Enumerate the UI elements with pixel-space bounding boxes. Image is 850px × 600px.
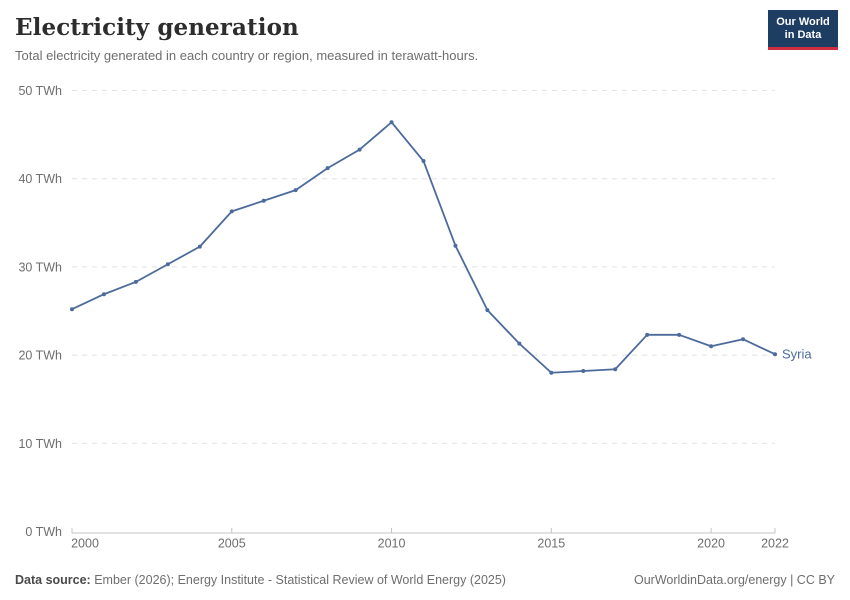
data-point bbox=[165, 262, 170, 267]
x-axis-tick-label: 2020 bbox=[697, 537, 725, 551]
data-point bbox=[325, 166, 330, 171]
data-source[interactable]: Data source: Ember (2026); Energy Instit… bbox=[15, 573, 506, 587]
x-axis-tick-label: 2015 bbox=[537, 537, 565, 551]
data-point bbox=[549, 370, 554, 375]
data-point bbox=[101, 292, 106, 297]
series-label: Syria bbox=[782, 347, 812, 362]
credit-link[interactable]: OurWorldinData.org/energy | CC BY bbox=[633, 573, 835, 587]
data-point bbox=[773, 352, 777, 357]
data-point bbox=[357, 147, 362, 152]
data-point bbox=[741, 337, 746, 342]
chart-subtitle: Total electricity generated in each coun… bbox=[15, 48, 479, 63]
x-axis-tick-label: 2005 bbox=[218, 537, 246, 551]
owid-logo[interactable]: Our World in Data bbox=[768, 10, 838, 51]
data-point bbox=[581, 368, 586, 373]
data-point bbox=[261, 198, 266, 203]
owid-logo-line1: Our World bbox=[776, 16, 830, 28]
data-point bbox=[133, 279, 138, 284]
y-axis-tick-label: 40 TWh bbox=[18, 172, 62, 186]
x-axis-tick-label: 2022 bbox=[761, 537, 789, 551]
chart-footer: Data source: Ember (2026); Energy Instit… bbox=[15, 573, 835, 587]
data-point bbox=[70, 307, 74, 312]
data-source-label: Data source: bbox=[15, 573, 91, 587]
data-point bbox=[677, 332, 682, 337]
data-point bbox=[421, 159, 426, 164]
data-point bbox=[453, 243, 458, 248]
data-point bbox=[389, 120, 394, 125]
data-point bbox=[293, 188, 298, 193]
data-point bbox=[613, 367, 618, 372]
data-point bbox=[485, 308, 490, 313]
x-axis-tick-label: 2010 bbox=[378, 537, 406, 551]
data-point bbox=[197, 244, 202, 249]
y-axis-tick-label: 10 TWh bbox=[18, 437, 62, 451]
y-axis-tick-label: 30 TWh bbox=[18, 260, 62, 274]
data-point bbox=[709, 344, 714, 349]
data-point bbox=[645, 332, 650, 337]
y-axis-tick-label: 50 TWh bbox=[18, 84, 62, 98]
y-axis-tick-label: 0 TWh bbox=[25, 525, 62, 539]
x-axis-tick-label: 2000 bbox=[71, 537, 99, 551]
chart-title: Electricity generation bbox=[15, 14, 299, 41]
owid-logo-line2: in Data bbox=[784, 29, 822, 42]
y-axis-tick-label: 20 TWh bbox=[18, 349, 62, 363]
data-point bbox=[229, 209, 234, 214]
chart-header: Electricity generation Total electricity… bbox=[0, 0, 850, 63]
data-point bbox=[517, 341, 522, 346]
data-source-text: Ember (2026); Energy Institute - Statist… bbox=[90, 573, 506, 587]
